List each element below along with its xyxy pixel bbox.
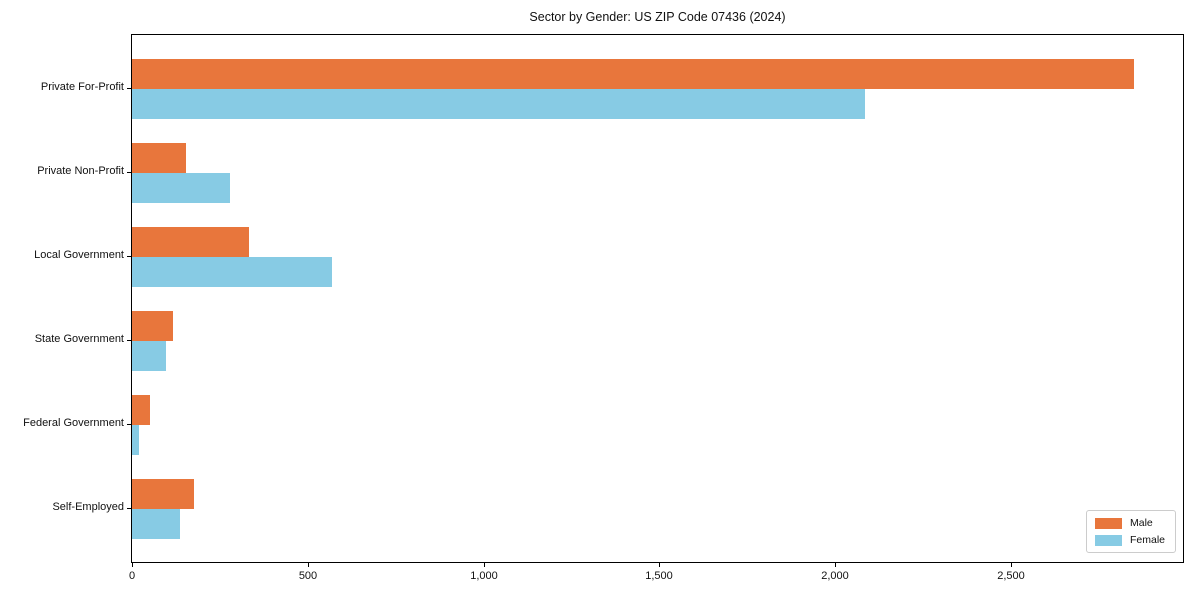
x-tick-mark [1011, 563, 1012, 567]
legend-swatch-male [1094, 517, 1122, 529]
legend-item-male: Male [1094, 517, 1165, 529]
bar-female-local-government [132, 257, 332, 287]
x-tick-mark [659, 563, 660, 567]
plot-area [131, 34, 1184, 563]
bar-male-private-for-profit [132, 59, 1134, 89]
chart-title: Sector by Gender: US ZIP Code 07436 (202… [529, 10, 786, 24]
y-axis-label-local-government: Local Government [34, 249, 124, 261]
x-tick-mark [132, 563, 133, 567]
bar-male-state-government [132, 311, 173, 341]
bar-male-self-employed [132, 479, 194, 509]
y-tick-mark [127, 424, 131, 425]
y-axis-label-private-non-profit: Private Non-Profit [37, 165, 124, 177]
x-tick-mark [835, 563, 836, 567]
y-axis-label-state-government: State Government [34, 333, 124, 345]
bar-female-private-for-profit [132, 89, 865, 119]
y-tick-mark [127, 88, 131, 89]
y-tick-mark [127, 340, 131, 341]
bar-female-federal-government [132, 425, 139, 455]
y-tick-mark [127, 508, 131, 509]
y-tick-mark [127, 256, 131, 257]
x-tick-label-0: 0 [128, 570, 136, 582]
x-tick-label-2-000: 2,000 [821, 570, 849, 582]
x-tick-label-1-000: 1,000 [470, 570, 498, 582]
y-axis-label-private-for-profit: Private For-Profit [40, 81, 124, 93]
bar-male-private-non-profit [132, 143, 186, 173]
legend: Male Female [1085, 510, 1176, 553]
legend-label-female: Female [1129, 534, 1165, 546]
x-tick-label-500: 500 [298, 570, 318, 582]
y-axis-label-self-employed: Self-Employed [52, 501, 124, 513]
x-tick-label-2-500: 2,500 [997, 570, 1025, 582]
x-tick-mark [308, 563, 309, 567]
y-tick-mark [127, 172, 131, 173]
bar-female-self-employed [132, 509, 180, 539]
legend-swatch-female [1094, 534, 1122, 546]
legend-item-female: Female [1094, 534, 1165, 546]
x-tick-label-1-500: 1,500 [645, 570, 673, 582]
bar-female-state-government [132, 341, 166, 371]
legend-label-male: Male [1129, 517, 1153, 529]
y-axis-label-federal-government: Federal Government [23, 417, 124, 429]
x-tick-mark [484, 563, 485, 567]
bar-male-local-government [132, 227, 249, 257]
bar-female-private-non-profit [132, 173, 230, 203]
bar-male-federal-government [132, 395, 150, 425]
